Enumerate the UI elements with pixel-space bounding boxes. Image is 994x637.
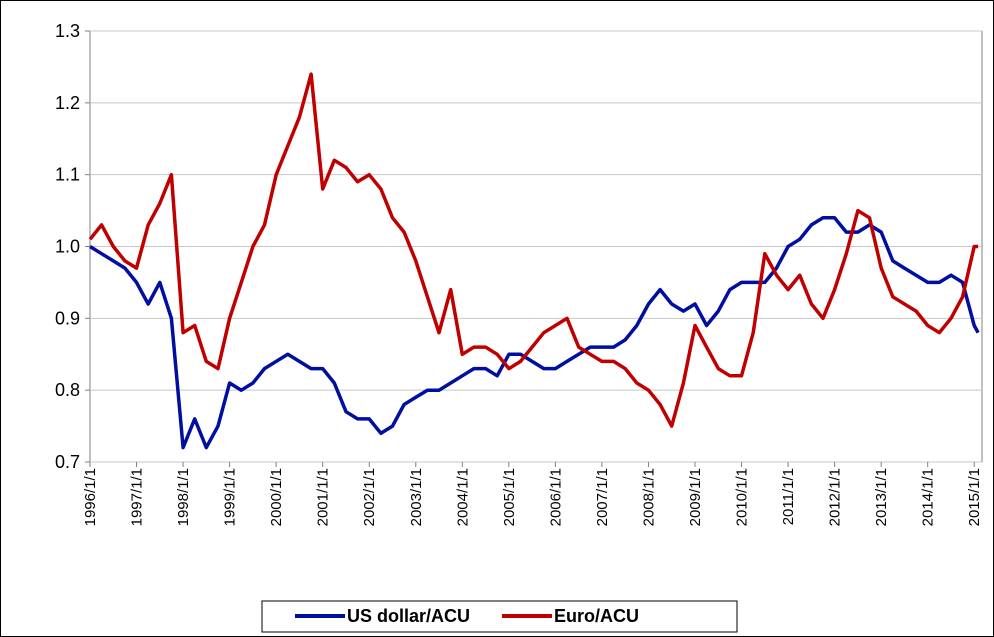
x-tick-label: 1999/1/1	[222, 468, 239, 526]
x-tick-label: 1997/1/1	[129, 468, 146, 526]
x-tick-label: 1998/1/1	[175, 468, 192, 526]
y-tick-label: 0.8	[55, 380, 80, 400]
x-tick-label: 2003/1/1	[408, 468, 425, 526]
legend-label: US dollar/ACU	[347, 606, 470, 626]
line-series	[88, 72, 979, 428]
x-tick-label: 2007/1/1	[594, 468, 611, 526]
x-tick-label: 1996/1/1	[82, 468, 99, 526]
y-tick-label: 0.9	[55, 308, 80, 328]
x-tick-label: 2004/1/1	[454, 468, 471, 526]
line-series	[89, 216, 980, 450]
legend-label: Euro/ACU	[554, 606, 639, 626]
y-tick-label: 1.2	[55, 93, 80, 113]
x-tick-label: 2009/1/1	[687, 468, 704, 526]
x-tick-label: 2005/1/1	[501, 468, 518, 526]
x-tick-label: 2006/1/1	[547, 468, 564, 526]
x-tick-label: 2001/1/1	[315, 468, 332, 526]
x-tick-label: 2012/1/1	[827, 468, 844, 526]
x-tick-label: 2010/1/1	[734, 468, 751, 526]
legend: US dollar/ACU Euro/ACU	[261, 600, 738, 633]
x-tick-label: 2002/1/1	[361, 468, 378, 526]
y-tick-label: 0.7	[55, 452, 80, 472]
y-tick-label: 1.1	[55, 165, 80, 185]
x-tick-label: 2008/1/1	[640, 468, 657, 526]
x-tick-label: 2014/1/1	[920, 468, 937, 526]
x-tick-label: 2011/1/1	[780, 468, 797, 525]
x-tick-label: 2000/1/1	[268, 468, 285, 526]
x-tick-label: 2015/1/1	[966, 468, 983, 526]
y-tick-label: 1.0	[55, 237, 80, 257]
y-tick-label: 1.3	[55, 21, 80, 41]
x-tick-label: 2013/1/1	[873, 468, 890, 526]
